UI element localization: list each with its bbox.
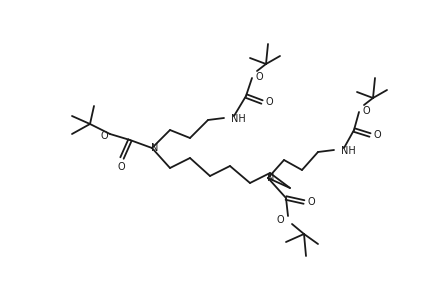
Text: O: O: [362, 106, 370, 116]
Text: O: O: [265, 97, 273, 107]
Text: O: O: [100, 131, 108, 141]
Text: O: O: [255, 72, 263, 82]
Text: O: O: [373, 130, 381, 140]
Text: NH: NH: [341, 146, 356, 156]
Text: N: N: [267, 173, 274, 183]
Text: N: N: [151, 143, 159, 153]
Text: NH: NH: [231, 114, 246, 124]
Text: O: O: [307, 197, 315, 207]
Text: O: O: [276, 215, 284, 225]
Text: O: O: [117, 162, 125, 172]
